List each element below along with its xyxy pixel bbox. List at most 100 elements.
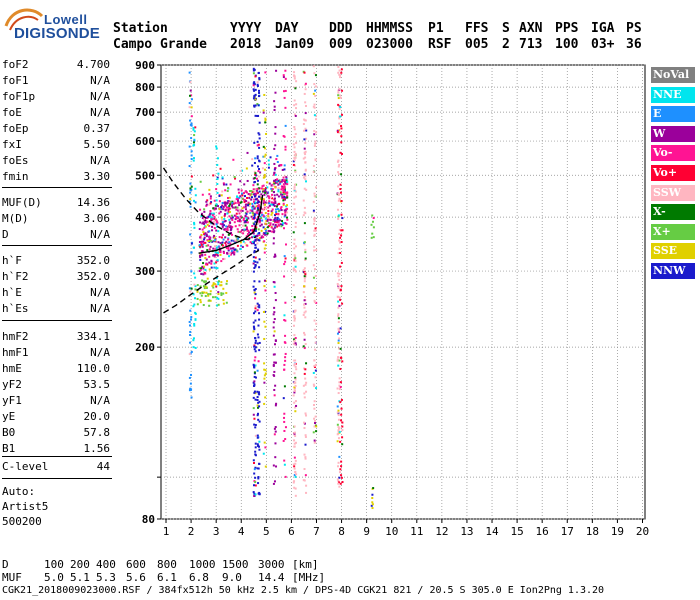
echo-point [225, 240, 228, 243]
echo-point [286, 196, 289, 199]
auto-scaling-line1: Auto: [2, 485, 36, 498]
echo-point [272, 173, 275, 176]
echo-point [188, 71, 191, 74]
echo-point [205, 203, 208, 206]
echo-point [256, 157, 259, 160]
echo-point [200, 272, 203, 275]
echo-point [254, 476, 257, 479]
muf-scale-value: 5.0 [44, 571, 64, 584]
echo-point [228, 210, 231, 213]
echo-point [292, 481, 295, 484]
echo-point [257, 482, 260, 485]
echo-point [226, 252, 229, 255]
echo-point [222, 258, 225, 261]
echo-point [284, 359, 287, 362]
echo-point [283, 463, 286, 466]
echo-point [200, 242, 203, 245]
echo-point [239, 195, 242, 198]
echo-point [337, 252, 340, 255]
echo-point [252, 256, 255, 259]
param-row-hmf1: hmF1 N/A [2, 346, 110, 362]
echo-point [338, 304, 341, 307]
echo-point [248, 205, 251, 208]
echo-point [209, 197, 212, 200]
echo-point [213, 208, 216, 211]
param-label: yF2 [2, 378, 22, 391]
echo-point [253, 161, 256, 164]
echo-point [340, 173, 343, 176]
echo-point [245, 226, 248, 229]
echo-point [228, 224, 231, 227]
echo-point [304, 82, 307, 85]
echo-point [256, 234, 259, 237]
echo-point [244, 190, 247, 193]
echo-point [219, 253, 222, 256]
echo-point [194, 126, 197, 129]
echo-point [304, 178, 307, 181]
muf-scale-value: 5.6 [126, 571, 146, 584]
echo-point [212, 283, 215, 286]
echo-point [271, 183, 274, 186]
echo-point [313, 287, 316, 290]
echo-point [264, 227, 267, 230]
echo-point [292, 268, 295, 271]
echo-point [256, 207, 259, 210]
y-tick-label: 500 [135, 169, 155, 182]
echo-point [222, 238, 225, 241]
echo-point [194, 288, 197, 291]
echo-point [283, 209, 286, 212]
echo-point [254, 197, 257, 200]
echo-point [293, 208, 296, 211]
header-value-axn: 713 [519, 37, 543, 52]
echo-point [256, 212, 259, 215]
echo-point [254, 114, 257, 117]
echo-point [258, 280, 261, 283]
echo-point [262, 310, 265, 313]
echo-point [293, 372, 296, 375]
echo-point [213, 220, 216, 223]
echo-point [205, 204, 208, 207]
muf-scale-value: 6.1 [157, 571, 177, 584]
file-info-footer: CGK21_2018009023000.RSF / 384fx512h 50 k… [2, 585, 605, 596]
echo-point [220, 293, 223, 296]
echo-point [264, 71, 267, 74]
echo-point [303, 280, 306, 283]
echo-point [251, 225, 254, 228]
echo-point [258, 91, 261, 94]
echo-point [337, 97, 340, 100]
echo-point [264, 310, 267, 313]
echo-point [254, 229, 257, 232]
echo-point [264, 446, 267, 449]
echo-point [337, 313, 340, 316]
echo-point [264, 465, 267, 468]
echo-point [231, 216, 234, 219]
echo-point [276, 216, 279, 219]
echo-point [265, 219, 268, 222]
echo-point [312, 210, 315, 213]
echo-point [339, 289, 342, 292]
echo-point [211, 225, 214, 228]
echo-point [276, 208, 279, 211]
echo-point [263, 374, 266, 377]
echo-point [281, 220, 284, 223]
echo-point [258, 78, 261, 81]
echo-point [239, 248, 242, 251]
echo-point [238, 231, 241, 234]
echo-point [313, 385, 316, 388]
echo-point [236, 244, 239, 247]
echo-point [203, 238, 206, 241]
echo-point [336, 478, 339, 481]
echo-point [272, 363, 275, 366]
echo-point [260, 236, 263, 239]
echo-point [293, 296, 296, 299]
echo-point [263, 240, 266, 243]
echo-point [254, 287, 257, 290]
echo-point [254, 265, 257, 268]
echo-point [224, 219, 227, 222]
echo-point [254, 88, 257, 91]
echo-point [238, 218, 241, 221]
echo-point [227, 187, 230, 190]
param-label: foF1 [2, 74, 29, 87]
echo-point [304, 175, 307, 178]
distance-scale-value: 100 [44, 558, 64, 571]
